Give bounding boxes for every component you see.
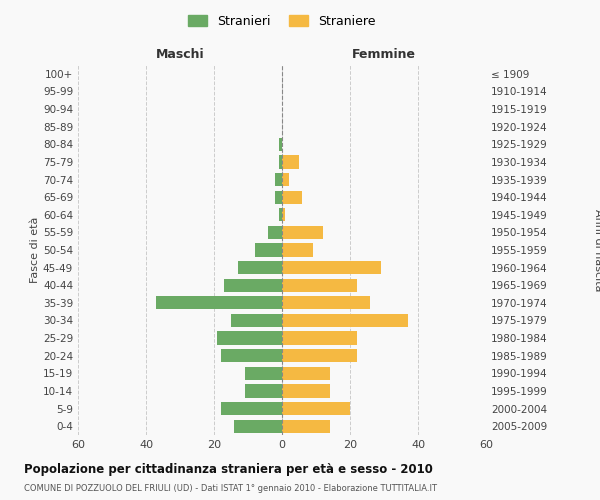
Bar: [282, 173, 289, 186]
Bar: [278, 156, 282, 168]
Bar: [282, 402, 350, 415]
Bar: [282, 384, 329, 398]
Bar: [282, 420, 329, 433]
Bar: [282, 226, 323, 239]
Bar: [282, 244, 313, 256]
Bar: [238, 261, 282, 274]
Bar: [156, 296, 282, 310]
Bar: [231, 314, 282, 327]
Bar: [282, 366, 329, 380]
Bar: [278, 138, 282, 151]
Bar: [282, 296, 370, 310]
Bar: [217, 332, 282, 344]
Bar: [278, 208, 282, 222]
Text: Maschi: Maschi: [155, 48, 205, 62]
Bar: [268, 226, 282, 239]
Text: Femmine: Femmine: [352, 48, 416, 62]
Bar: [282, 332, 357, 344]
Bar: [282, 278, 357, 292]
Legend: Stranieri, Straniere: Stranieri, Straniere: [182, 8, 382, 34]
Bar: [282, 349, 357, 362]
Bar: [255, 244, 282, 256]
Bar: [282, 190, 302, 204]
Bar: [282, 314, 408, 327]
Bar: [221, 402, 282, 415]
Bar: [282, 261, 380, 274]
Text: Popolazione per cittadinanza straniera per età e sesso - 2010: Popolazione per cittadinanza straniera p…: [24, 462, 433, 475]
Y-axis label: Fasce di età: Fasce di età: [30, 217, 40, 283]
Bar: [245, 366, 282, 380]
Y-axis label: Anni di nascita: Anni di nascita: [593, 209, 600, 291]
Bar: [282, 208, 286, 222]
Bar: [282, 156, 299, 168]
Bar: [275, 190, 282, 204]
Bar: [224, 278, 282, 292]
Bar: [245, 384, 282, 398]
Text: COMUNE DI POZZUOLO DEL FRIULI (UD) - Dati ISTAT 1° gennaio 2010 - Elaborazione T: COMUNE DI POZZUOLO DEL FRIULI (UD) - Dat…: [24, 484, 437, 493]
Bar: [221, 349, 282, 362]
Bar: [275, 173, 282, 186]
Bar: [235, 420, 282, 433]
